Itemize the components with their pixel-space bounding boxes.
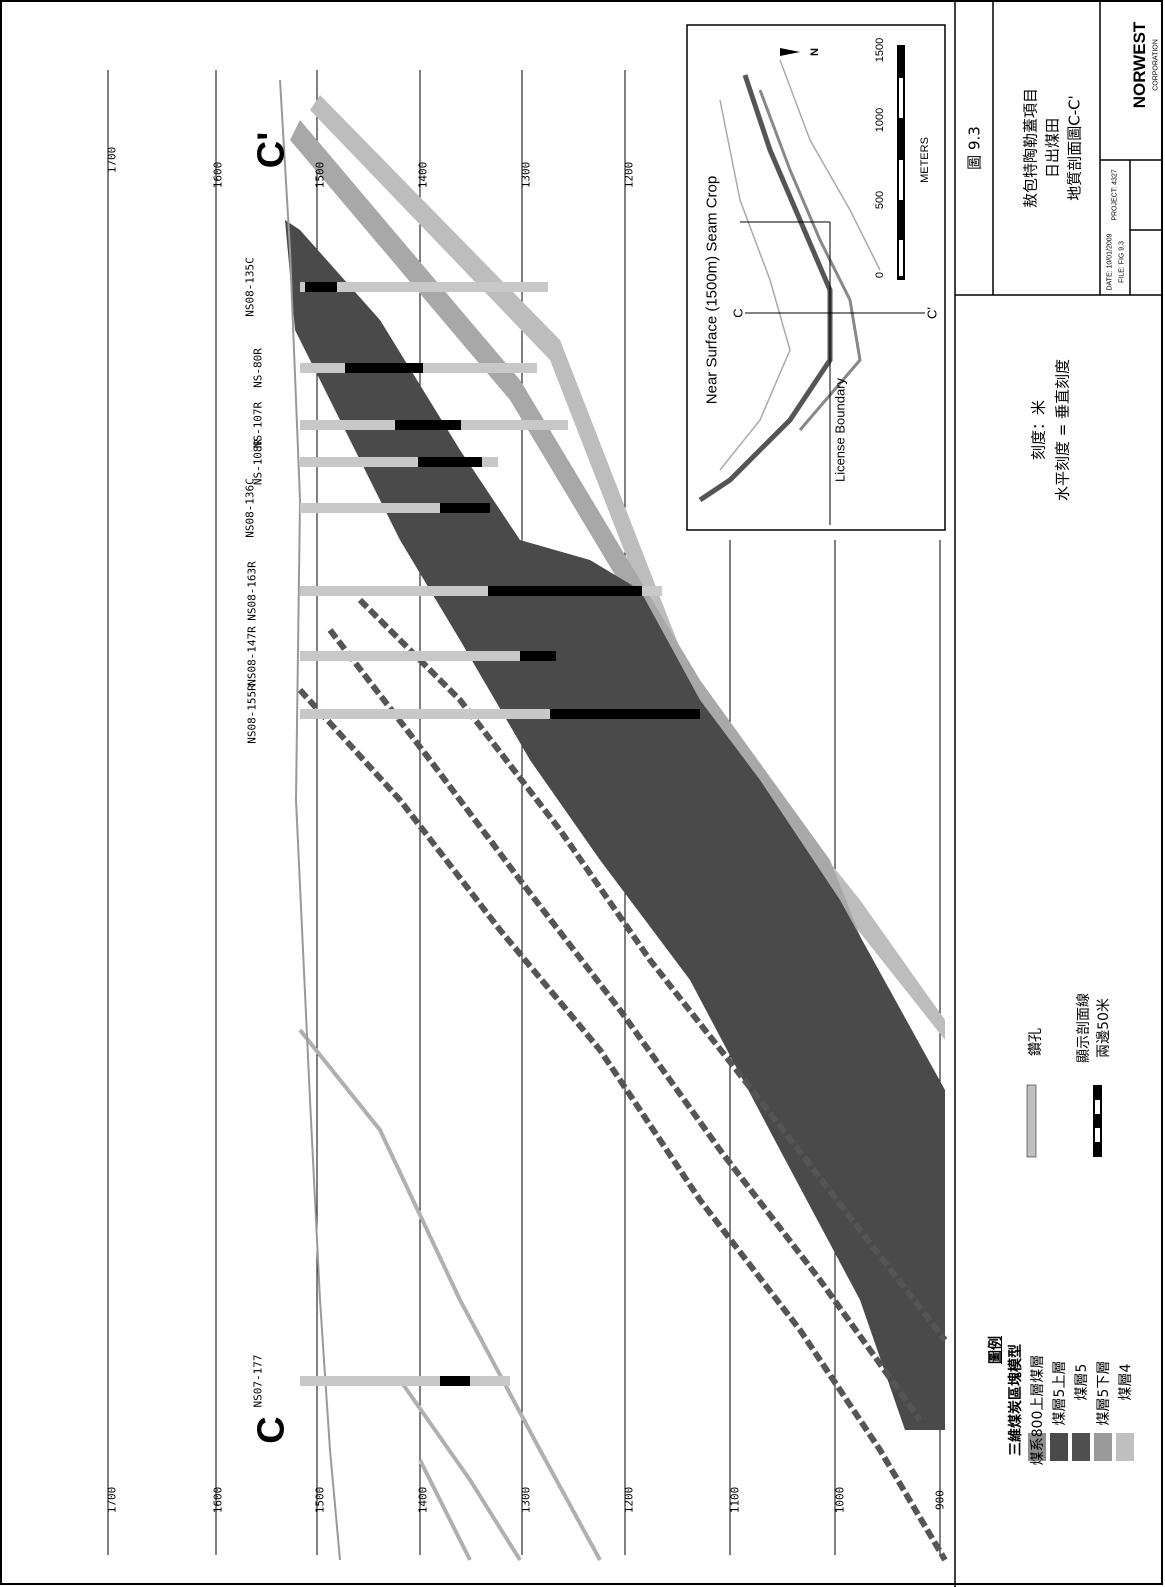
norwest-logo-sub: CORPORATION xyxy=(1152,39,1160,91)
legend-swatch xyxy=(1028,1433,1046,1461)
legend-swatch xyxy=(1072,1433,1090,1461)
legend-projection-label: 兩邊50米 xyxy=(1096,998,1112,1058)
legend-item-label: 煤層5 xyxy=(1074,1363,1090,1401)
drillhole-trace xyxy=(300,282,548,292)
drillhole-label: NS08-155R xyxy=(245,684,259,744)
legend-swatch xyxy=(1050,1433,1068,1461)
elev-label: 1400 xyxy=(416,161,430,189)
section-label-right: C' xyxy=(250,131,293,169)
drillhole-label: NS07-177 xyxy=(251,1354,265,1408)
figure-number: 圖 9.3 xyxy=(965,126,984,170)
elev-label: 900 xyxy=(933,1490,947,1510)
elev-label: 1600 xyxy=(211,1486,225,1514)
inset-map-frame xyxy=(686,24,946,531)
inset-map-seams xyxy=(698,45,925,525)
inset-scale-tick: 500 xyxy=(874,190,886,210)
elev-label: 1300 xyxy=(519,1486,533,1514)
drillhole-label: NS-80R xyxy=(251,348,265,388)
inset-scale-tick: 0 xyxy=(874,271,886,279)
drillhole-label: NS08-135C xyxy=(243,257,257,317)
legend-swatches xyxy=(1028,1433,1134,1461)
legend-item-label: 煤層5下層 xyxy=(1096,1360,1112,1426)
section-title: 地質剖面圖C-C' xyxy=(1065,95,1084,201)
drillhole-label: NS08-163R xyxy=(245,561,259,621)
thin-seams xyxy=(297,597,948,1562)
legend-item-label: 煤層4 xyxy=(1118,1363,1134,1401)
legend-projection-swatch xyxy=(1093,1085,1102,1157)
light-seams xyxy=(298,1028,602,1562)
inset-boundary-label: License Boundary xyxy=(832,377,848,483)
inset-scale-tick: 1000 xyxy=(874,107,886,133)
elev-label: 1100 xyxy=(728,1486,742,1514)
scale-ratio-text: 水平刻度 = 垂直刻度 xyxy=(1053,358,1072,502)
elev-label: 1500 xyxy=(313,161,327,189)
legend-swatch xyxy=(1094,1433,1112,1461)
north-arrow-icon: N xyxy=(809,48,821,56)
elev-label: 1200 xyxy=(622,1486,636,1514)
elev-label: 1500 xyxy=(313,1486,327,1514)
legend-drill-swatch xyxy=(1026,1084,1037,1158)
coalfield-title: 日出煤田 xyxy=(1043,117,1062,179)
drillhole-traces xyxy=(300,282,700,1386)
elev-label: 1000 xyxy=(833,1486,847,1514)
elev-label: 1400 xyxy=(416,1486,430,1514)
topographic-surface xyxy=(279,79,341,1561)
legend-projection-label: 顯示剖面線 xyxy=(1076,993,1092,1063)
legend-title: 圖例 xyxy=(988,1336,1004,1364)
legend-subtitle: 三維煤炭區塊模型 xyxy=(1008,1344,1024,1456)
elev-label: 1700 xyxy=(105,1486,119,1514)
file-field: FILE: FIG 9.3 xyxy=(1118,240,1126,284)
drillhole-label: NS08-147R xyxy=(245,626,259,686)
norwest-logo: NORWEST xyxy=(1130,21,1149,109)
scale-text: 刻度：米 xyxy=(1029,399,1048,461)
date-field: DATE: 10/01/2009 xyxy=(1106,233,1114,291)
legend-drill-label: 鑽孔 xyxy=(1028,1028,1044,1056)
project-title: 敖包特陶勒蓋項目 xyxy=(1021,87,1040,209)
elev-label: 1700 xyxy=(105,146,119,174)
inset-c-right: C' xyxy=(924,307,940,319)
legend-item-label: 煤系800上層煤層 xyxy=(1030,1354,1046,1466)
inset-title: Near Surface (1500m) Seam Crop xyxy=(703,175,721,405)
seam-4-band xyxy=(310,95,945,1040)
elev-label: 1600 xyxy=(211,161,225,189)
drillhole-label: NS08-136C xyxy=(243,478,257,538)
project-field: PROJECT: 4327 xyxy=(1111,169,1119,221)
legend-swatch xyxy=(1116,1433,1134,1461)
inset-scale-tick: 1500 xyxy=(874,37,886,63)
section-label-left: C xyxy=(250,1416,293,1444)
legend-item-label: 煤層5上層 xyxy=(1052,1360,1068,1426)
elev-label: 1200 xyxy=(622,161,636,189)
elev-label: 1300 xyxy=(519,161,533,189)
title-block-lines xyxy=(954,0,1163,1587)
inset-c-left: C xyxy=(730,308,746,318)
inset-scale-unit: METERS xyxy=(919,137,931,183)
